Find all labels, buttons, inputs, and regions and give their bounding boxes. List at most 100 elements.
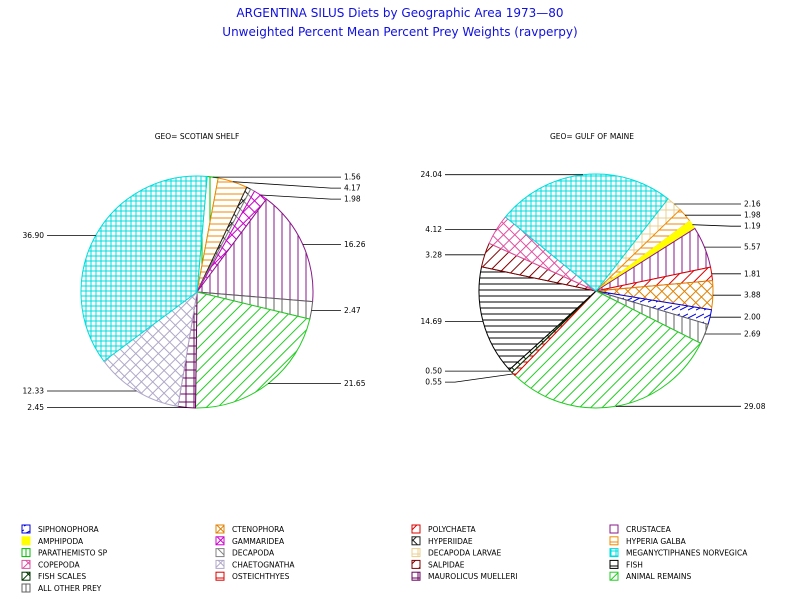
legend-label: HYPERIIDAE [428,537,473,546]
chart-title-line1: ARGENTINA SILUS Diets by Geographic Area… [236,6,563,20]
legend-label: COPEPODA [38,560,80,569]
slice-value-label: 16.26 [344,240,366,249]
slice-value-label: 21.65 [344,379,366,388]
legend-item-crustacea: CRUSTACEA [609,524,672,534]
legend-swatch [21,524,31,534]
legend-label: CRUSTACEA [626,525,672,534]
legend-label: DECAPODA LARVAE [428,549,502,558]
legend-item-ctenophora: CTENOPHORA [215,524,285,534]
legend-swatch [215,571,225,581]
slice-value-label: 12.33 [23,387,45,396]
leader-line [260,194,341,200]
pie-scotian-shelf: GEO= SCOTIAN SHELF 1.56 4.17 1.98 16.26 2.47… [23,132,366,412]
slice-value-label: 29.08 [744,402,766,411]
slice-value-label: 0.50 [425,367,442,376]
legend-item-all-other-prey: ALL OTHER PREY [21,583,102,593]
legend-label: SALPIDAE [428,560,465,569]
legend-label: FISH [626,560,643,569]
legend: SIPHONOPHORA CTENOPHORA POLYCHAETA CRUSTACE… [21,524,748,593]
legend-item-salpidae: SALPIDAE [411,559,465,569]
slice-value-label: 36.90 [23,231,45,240]
legend-item-decapoda-larvae: DECAPODA LARVAE [411,548,502,558]
legend-label: GAMMARIDEA [232,537,285,546]
legend-label: SIPHONOPHORA [38,525,100,534]
legend-label: MAUROLICUS MUELLERI [428,572,518,581]
leader-line [445,373,514,383]
legend-swatch [609,524,619,534]
legend-item-hyperia-galba: HYPERIA GALBA [609,536,687,546]
legend-label: FISH SCALES [38,572,86,581]
legend-swatch [21,536,31,546]
slice-value-label: 1.56 [344,173,361,182]
pie-slice-crustacea [196,198,314,303]
legend-swatch [609,571,619,581]
legend-swatch [609,536,619,546]
legend-item-parathemisto-sp: PARATHEMISTO SP [21,548,108,558]
legend-item-decapoda: DECAPODA [215,548,275,558]
legend-swatch [215,536,225,546]
legend-swatch [411,536,421,546]
slice-value-label: 2.69 [744,330,761,339]
legend-swatch [215,524,225,534]
legend-item-animal-remains: ANIMAL REMAINS [609,571,691,581]
pie-slice-animal-remains [514,290,702,409]
slice-value-label: 3.88 [744,291,761,300]
legend-swatch [609,548,619,558]
pie-title: GEO= GULF OF MAINE [550,132,634,141]
legend-swatch [21,559,31,569]
legend-swatch [411,571,421,581]
slice-value-label: 14.69 [421,317,443,326]
slice-value-label: 3.28 [425,250,442,259]
pie-slice-animal-remains [194,291,311,409]
leader-line [232,181,341,189]
slice-value-label: 1.19 [744,222,761,231]
slice-value-label: 1.98 [344,195,361,204]
chart-title-line2: Unweighted Percent Mean Percent Prey Wei… [222,25,577,39]
pie-title: GEO= SCOTIAN SHELF [155,132,240,141]
legend-item-gammaridea: GAMMARIDEA [215,536,285,546]
legend-item-maurolicus-muelleri: MAUROLICUS MUELLERI [411,571,518,581]
slice-value-label: 1.81 [744,269,761,278]
pie-gulf-of-maine: GEO= GULF OF MAINE 2.16 1.98 1.19 5.57 1.81 3… [421,132,766,411]
slice-value-label: 5.57 [744,243,761,252]
legend-item-siphonophora: SIPHONOPHORA [21,524,100,534]
legend-label: MEGANYCTIPHANES NORVEGICA [626,549,748,558]
legend-label: HYPERIA GALBA [626,537,687,546]
legend-item-amphipoda: AMPHIPODA [21,536,84,546]
legend-label: POLYCHAETA [428,525,477,534]
slice-value-label: 2.47 [344,306,361,315]
legend-swatch [21,583,31,593]
leader-line [692,224,741,227]
legend-swatch [21,548,31,558]
legend-label: CHAETOGNATHA [232,560,295,569]
pie-slice-fish [478,266,598,371]
legend-label: DECAPODA [232,549,275,558]
slice-value-label: 2.16 [744,200,761,209]
legend-swatch [21,571,31,581]
legend-swatch [215,548,225,558]
slice-value-label: 4.12 [425,225,442,234]
legend-item-polychaeta: POLYCHAETA [411,524,477,534]
legend-label: AMPHIPODA [38,537,84,546]
slice-value-label: 1.98 [744,211,761,220]
slice-value-label: 24.04 [421,170,443,179]
legend-item-copepoda: COPEPODA [21,559,80,569]
legend-swatch [411,559,421,569]
legend-label: OSTEICHTHYES [232,572,290,581]
legend-swatch [609,559,619,569]
legend-swatch [411,548,421,558]
legend-item-meganyctiphanes-norvegica: MEGANYCTIPHANES NORVEGICA [609,548,748,558]
legend-item-osteichthyes: OSTEICHTHYES [215,571,290,581]
slice-value-label: 0.55 [425,378,442,387]
slice-value-label: 2.45 [27,403,44,412]
legend-swatch [411,524,421,534]
slice-value-label: 2.00 [744,313,761,322]
legend-swatch [215,559,225,569]
legend-item-hyperiidae: HYPERIIDAE [411,536,473,546]
legend-label: CTENOPHORA [232,525,285,534]
legend-label: PARATHEMISTO SP [38,549,108,558]
legend-item-chaetognatha: CHAETOGNATHA [215,559,295,569]
legend-item-fish-scales: FISH SCALES [21,571,86,581]
slice-value-label: 4.17 [344,184,361,193]
